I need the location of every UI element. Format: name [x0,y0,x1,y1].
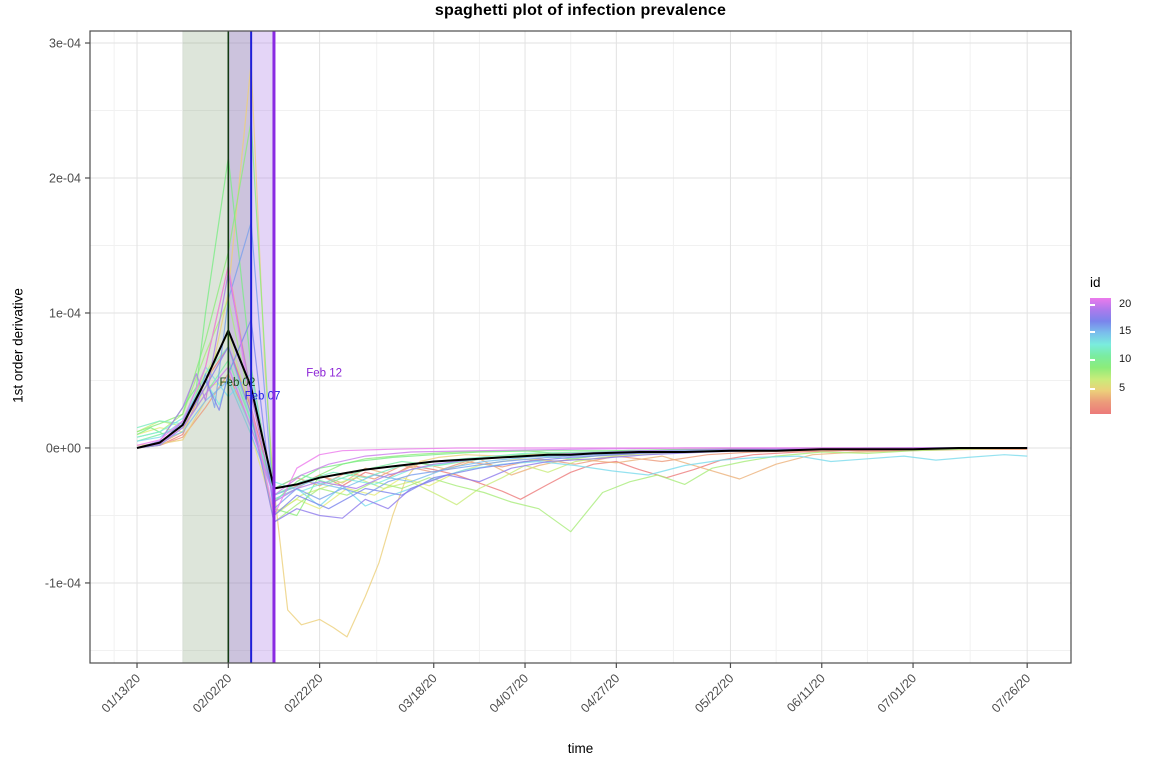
x-tick-label: 07/26/20 [989,671,1033,715]
series-line-id1 [136,346,1028,500]
x-tick-label: 06/11/20 [784,671,828,715]
panel-border [89,30,1072,664]
x-tick-label: 04/27/20 [578,671,622,715]
legend-tick-label: 20 [1119,297,1132,310]
x-tick-label: 01/13/20 [99,671,143,715]
y-tick-label: 0e+00 [46,441,81,455]
chart-title: spaghetti plot of infection prevalence [434,2,727,19]
x-tick-label: 04/07/20 [487,671,531,715]
event-annotation-feb-07: Feb 07 [245,390,281,402]
legend: id 20 15 10 5 [1088,275,1148,414]
event-annotation-feb-12: Feb 12 [306,367,342,379]
legend-tick-label: 15 [1119,325,1132,338]
series-line-id19 [136,366,1028,496]
y-tick-label: 1e-04 [49,306,81,320]
legend-notch [1090,359,1095,362]
legend-bar-wrap: 20 15 10 5 [1090,298,1148,414]
series-line-id17 [136,346,1028,523]
series-line-id18 [136,271,1028,503]
series-line-id7 [136,298,1028,533]
series-line-id3 [136,265,1028,500]
legend-notch [1090,387,1095,390]
y-tick-label: 3e-04 [49,37,81,51]
legend-notch [1090,303,1095,306]
y-axis-title: 1st order derivative [10,288,26,403]
legend-tick-label: 10 [1119,353,1132,366]
legend-notch [1090,331,1095,334]
x-tick-label: 05/22/20 [692,671,736,715]
y-tick-label: -1e-04 [45,576,81,590]
legend-title: id [1090,275,1101,290]
legend-gradient-bar [1090,298,1111,414]
x-tick-label: 02/02/20 [190,671,234,715]
series-line-id20 [136,265,1028,517]
y-tick-label: 2e-04 [49,171,81,185]
x-tick-label: 03/18/20 [396,671,440,715]
legend-tick-label: 5 [1119,381,1126,394]
x-axis-title: time [567,741,594,756]
series-line-id9 [136,157,1028,503]
x-tick-label: 02/22/20 [281,671,325,715]
x-tick-label: 07/01/20 [875,671,919,715]
event-annotation-feb-02: Feb 02 [220,377,256,389]
